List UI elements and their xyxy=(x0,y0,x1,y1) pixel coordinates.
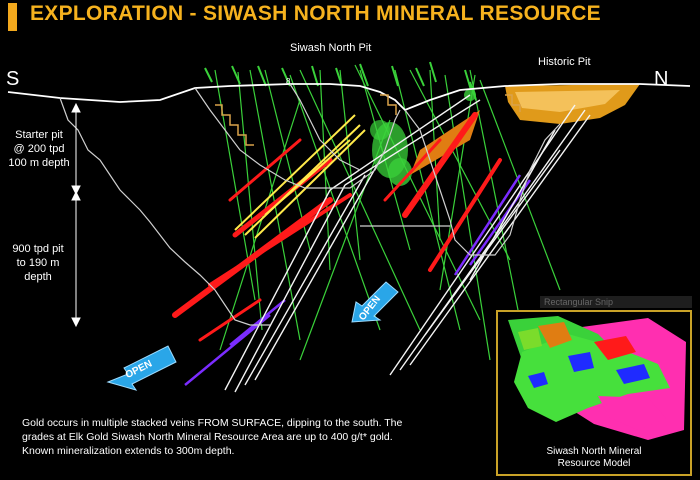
starter-pit-line: Starter pit xyxy=(15,129,63,141)
main-pit-line: depth xyxy=(24,271,52,283)
inset-caption-line: Siwash North Mineral xyxy=(546,446,642,457)
drill-collars xyxy=(204,61,477,101)
yellow-veins xyxy=(234,114,366,239)
white-traces xyxy=(224,94,591,393)
north-label: N xyxy=(654,68,669,90)
siwash-north-pit-label: Siwash North Pit xyxy=(290,42,372,54)
title-accent-bar xyxy=(8,3,17,31)
main-pit-line: 900 tpd pit xyxy=(12,243,64,255)
description-caption: Gold occurs in multiple stacked veins FR… xyxy=(22,416,477,458)
pit-benches xyxy=(215,94,521,146)
open-arrow-left xyxy=(106,345,177,391)
page-title: EXPLORATION - SIWASH NORTH MINERAL RESOU… xyxy=(30,2,601,25)
caption-line: Gold occurs in multiple stacked veins FR… xyxy=(22,417,403,429)
starter-pit-note: Starter pit @ 200 tpd 100 m depth xyxy=(6,128,72,170)
historic-pit-label: Historic Pit xyxy=(538,56,591,68)
caption-line: Known mineralization extends to 300m dep… xyxy=(22,445,235,457)
inset-caption-line: Resource Model xyxy=(557,458,631,469)
south-label: S xyxy=(6,68,20,90)
inset-caption: Siwash North Mineral Resource Model xyxy=(498,446,690,470)
drill-holes xyxy=(214,64,561,361)
caption-line: grades at Elk Gold Siwash North Mineral … xyxy=(22,431,393,443)
ground-surface xyxy=(7,83,691,112)
title-bar: EXPLORATION - SIWASH NORTH MINERAL RESOU… xyxy=(0,0,700,34)
resource-model-inset: Siwash North Mineral Resource Model xyxy=(496,310,692,476)
purple-veins xyxy=(184,174,532,386)
main-pit-line: to 190 m xyxy=(16,257,60,269)
surface-marker: 8 xyxy=(286,77,291,86)
starter-pit-line: 100 m depth xyxy=(8,157,70,169)
open-arrow-right xyxy=(351,281,399,323)
resource-model-graphic xyxy=(508,316,686,440)
red-veins xyxy=(172,112,502,342)
pit-shells xyxy=(59,83,561,326)
snip-tooltip: Rectangular Snip xyxy=(540,296,692,308)
historic-pit-body xyxy=(410,84,640,175)
starter-pit-line: @ 200 tpd xyxy=(13,143,65,155)
depth-markers xyxy=(71,102,81,328)
main-pit-note: 900 tpd pit to 190 m depth xyxy=(2,242,74,284)
